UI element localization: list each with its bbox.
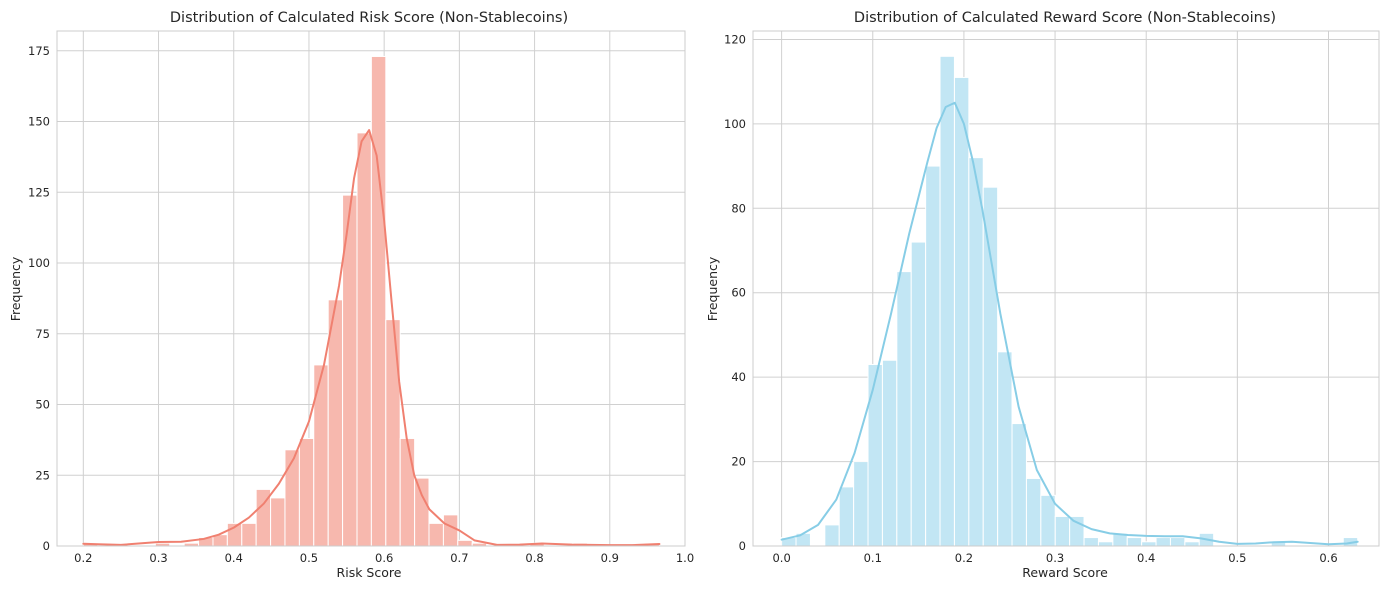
reward-histogram-bar	[1083, 537, 1099, 547]
risk-axes-frame	[56, 30, 686, 547]
reward-histogram-bar	[881, 359, 898, 547]
reward-histogram-bar	[982, 186, 999, 547]
reward-histogram-bar	[953, 76, 970, 547]
reward-histogram-bar	[896, 271, 912, 547]
risk-y-tick-label: 50	[35, 398, 50, 412]
reward-histogram-bar	[1169, 537, 1186, 547]
reward-y-tick-label: 120	[724, 32, 746, 46]
reward-histogram-bar	[1040, 494, 1056, 547]
risk-histogram-bar	[442, 514, 459, 547]
reward-histogram-bar	[1126, 537, 1143, 547]
reward-histogram-bar	[1141, 541, 1157, 547]
risk-histogram-bar	[457, 539, 473, 547]
risk-x-tick-label: 0.5	[300, 551, 318, 565]
reward-histogram-bar	[910, 241, 927, 547]
reward-kde-curve	[780, 101, 1359, 546]
reward-x-tick-label: 0.0	[772, 551, 790, 565]
reward-y-tick-label: 20	[731, 455, 746, 469]
risk-y-tick-label: 100	[28, 256, 50, 270]
risk-histogram-bar	[414, 477, 430, 547]
reward-y-tick-label: 60	[731, 286, 746, 300]
reward-histogram-bar	[1054, 515, 1071, 547]
risk-x-tick-label: 0.2	[74, 551, 92, 565]
reward-histogram-bar	[1025, 477, 1042, 547]
risk-histogram-bar	[428, 522, 444, 547]
risk-x-tick-label: 0.6	[375, 551, 393, 565]
risk-histogram-bar	[399, 437, 416, 547]
risk-histogram-bar	[370, 55, 387, 547]
risk-x-tick-label: 0.3	[149, 551, 167, 565]
risk-x-tick-label: 0.9	[601, 551, 619, 565]
risk-histogram-bar	[327, 299, 344, 547]
risk-x-tick-label: 0.8	[525, 551, 543, 565]
reward-histogram-bar	[1069, 515, 1085, 547]
reward-y-tick-label: 100	[724, 117, 746, 131]
risk-chart-title: Distribution of Calculated Risk Score (N…	[170, 10, 568, 26]
risk-x-tick-label: 0.7	[450, 551, 468, 565]
reward-score-panel: Distribution of Calculated Reward Score …	[705, 10, 1380, 580]
risk-bars	[82, 55, 660, 547]
reward-y-axis-label: Frequency	[705, 256, 720, 321]
risk-x-tick-label: 1.0	[676, 551, 694, 565]
risk-histogram-bar	[270, 497, 286, 547]
risk-histogram-bar	[356, 132, 372, 547]
reward-histogram-bar	[1184, 541, 1200, 547]
reward-histogram-bar	[824, 524, 840, 547]
reward-x-tick-label: 0.1	[864, 551, 882, 565]
risk-histogram-bar	[284, 449, 300, 547]
reward-bars	[781, 55, 1359, 547]
reward-histogram-bar	[838, 486, 855, 547]
reward-histogram-bar	[1097, 541, 1114, 547]
risk-y-tick-label: 125	[28, 185, 50, 199]
reward-histogram-bar	[939, 55, 955, 547]
reward-y-tick-label: 40	[731, 370, 746, 384]
reward-axes-frame	[752, 30, 1380, 547]
reward-x-tick-label: 0.4	[1137, 551, 1155, 565]
reward-x-tick-label: 0.3	[1046, 551, 1064, 565]
risk-score-panel: Distribution of Calculated Risk Score (N…	[8, 10, 694, 580]
reward-histogram-bar	[997, 351, 1013, 547]
reward-chart-title: Distribution of Calculated Reward Score …	[854, 10, 1276, 26]
reward-x-axis-label: Reward Score	[1022, 565, 1108, 580]
reward-y-tick-label: 0	[739, 539, 746, 553]
risk-y-tick-label: 25	[35, 468, 50, 482]
reward-histogram-bar	[1011, 423, 1027, 547]
reward-histogram-bar	[867, 363, 883, 547]
reward-x-tick-label: 0.2	[955, 551, 973, 565]
reward-histogram-bar	[853, 461, 869, 547]
risk-y-tick-label: 150	[28, 115, 50, 129]
reward-y-tick-label: 80	[731, 201, 746, 215]
reward-histogram-bar	[1155, 537, 1171, 547]
risk-y-tick-label: 175	[28, 44, 50, 58]
risk-y-tick-label: 75	[35, 327, 50, 341]
reward-histogram-bar	[925, 165, 941, 547]
risk-y-tick-label: 0	[43, 539, 50, 553]
reward-x-tick-label: 0.6	[1319, 551, 1337, 565]
reward-grid	[753, 31, 1379, 547]
risk-x-tick-label: 0.4	[225, 551, 243, 565]
reward-x-tick-label: 0.5	[1228, 551, 1246, 565]
reward-histogram-bar	[968, 157, 984, 547]
risk-histogram-bar	[241, 522, 257, 547]
risk-kde-curve	[82, 129, 661, 547]
risk-x-axis-label: Risk Score	[337, 565, 402, 580]
risk-histogram-bar	[298, 437, 315, 547]
risk-y-axis-label: Frequency	[8, 256, 23, 321]
risk-histogram-bar	[385, 319, 401, 547]
